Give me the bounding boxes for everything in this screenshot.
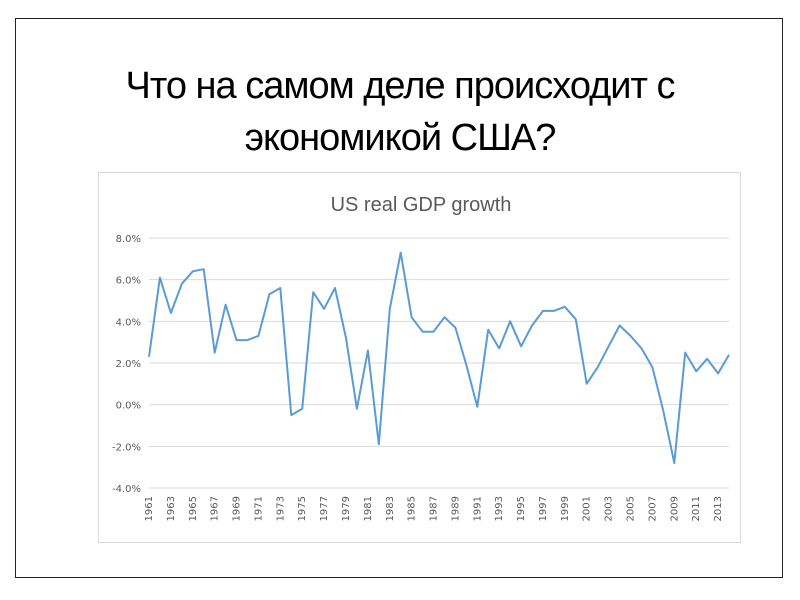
x-tick-label: 1985 bbox=[407, 496, 418, 521]
x-tick-label: 1997 bbox=[538, 496, 549, 521]
x-tick-label: 1961 bbox=[144, 496, 155, 521]
x-tick-label: 1967 bbox=[210, 496, 221, 521]
x-tick-label: 1971 bbox=[253, 496, 264, 521]
y-tick-label: 4.0% bbox=[116, 317, 141, 328]
x-tick-label: 1975 bbox=[297, 496, 308, 521]
x-tick-label: 1999 bbox=[560, 496, 571, 521]
y-tick-label: 6.0% bbox=[116, 276, 141, 287]
slide-title-line1: Что на самом деле происходит с bbox=[125, 65, 676, 107]
x-tick-label: 1989 bbox=[450, 496, 461, 521]
series-line bbox=[148, 251, 730, 464]
gdp-growth-chart: US real GDP growth 8.0% 6.0% 4.0% 2.0% 0.0% -… bbox=[112, 194, 730, 521]
y-tick-label: 8.0% bbox=[116, 234, 141, 245]
x-tick-label: 1993 bbox=[494, 496, 505, 521]
y-tick-label: -2.0% bbox=[112, 442, 141, 453]
grid-lines bbox=[149, 237, 729, 489]
x-tick-label: 1995 bbox=[516, 496, 527, 521]
x-tick-label: 1987 bbox=[429, 496, 440, 521]
x-tick-label: 1977 bbox=[319, 496, 330, 521]
x-tick-labels: 1961 1963 1965 1967 1969 1971 1973 1975 1977 1979… bbox=[144, 496, 724, 521]
x-tick-label: 2001 bbox=[582, 496, 593, 521]
slide-title-line2: экономикой США? bbox=[244, 117, 557, 159]
x-tick-label: 1963 bbox=[166, 496, 177, 521]
y-tick-label: 2.0% bbox=[116, 359, 141, 370]
x-tick-label: 2011 bbox=[691, 496, 702, 521]
y-tick-label: -4.0% bbox=[112, 484, 141, 495]
x-tick-label: 1965 bbox=[188, 496, 199, 521]
x-tick-label: 2007 bbox=[647, 496, 658, 521]
x-tick-label: 1983 bbox=[385, 496, 396, 521]
slide-title: Что на самом деле происходит с экономико… bbox=[100, 60, 700, 164]
x-tick-label: 1981 bbox=[363, 496, 374, 521]
series-group bbox=[148, 251, 730, 464]
x-tick-label: 1991 bbox=[472, 496, 483, 521]
x-tick-label: 1973 bbox=[275, 496, 286, 521]
x-tick-label: 2009 bbox=[669, 496, 680, 521]
y-tick-label: 0.0% bbox=[116, 401, 141, 412]
x-tick-label: 1969 bbox=[232, 496, 243, 521]
x-tick-label: 2003 bbox=[604, 496, 615, 521]
chart-title: US real GDP growth bbox=[331, 194, 512, 216]
x-tick-label: 1979 bbox=[341, 496, 352, 521]
x-tick-label: 2005 bbox=[626, 496, 637, 521]
chart-container: US real GDP growth 8.0% 6.0% 4.0% 2.0% 0.0% -… bbox=[98, 172, 741, 543]
y-tick-labels: 8.0% 6.0% 4.0% 2.0% 0.0% -2.0% -4.0% bbox=[112, 234, 141, 495]
x-tick-label: 2013 bbox=[713, 496, 724, 521]
